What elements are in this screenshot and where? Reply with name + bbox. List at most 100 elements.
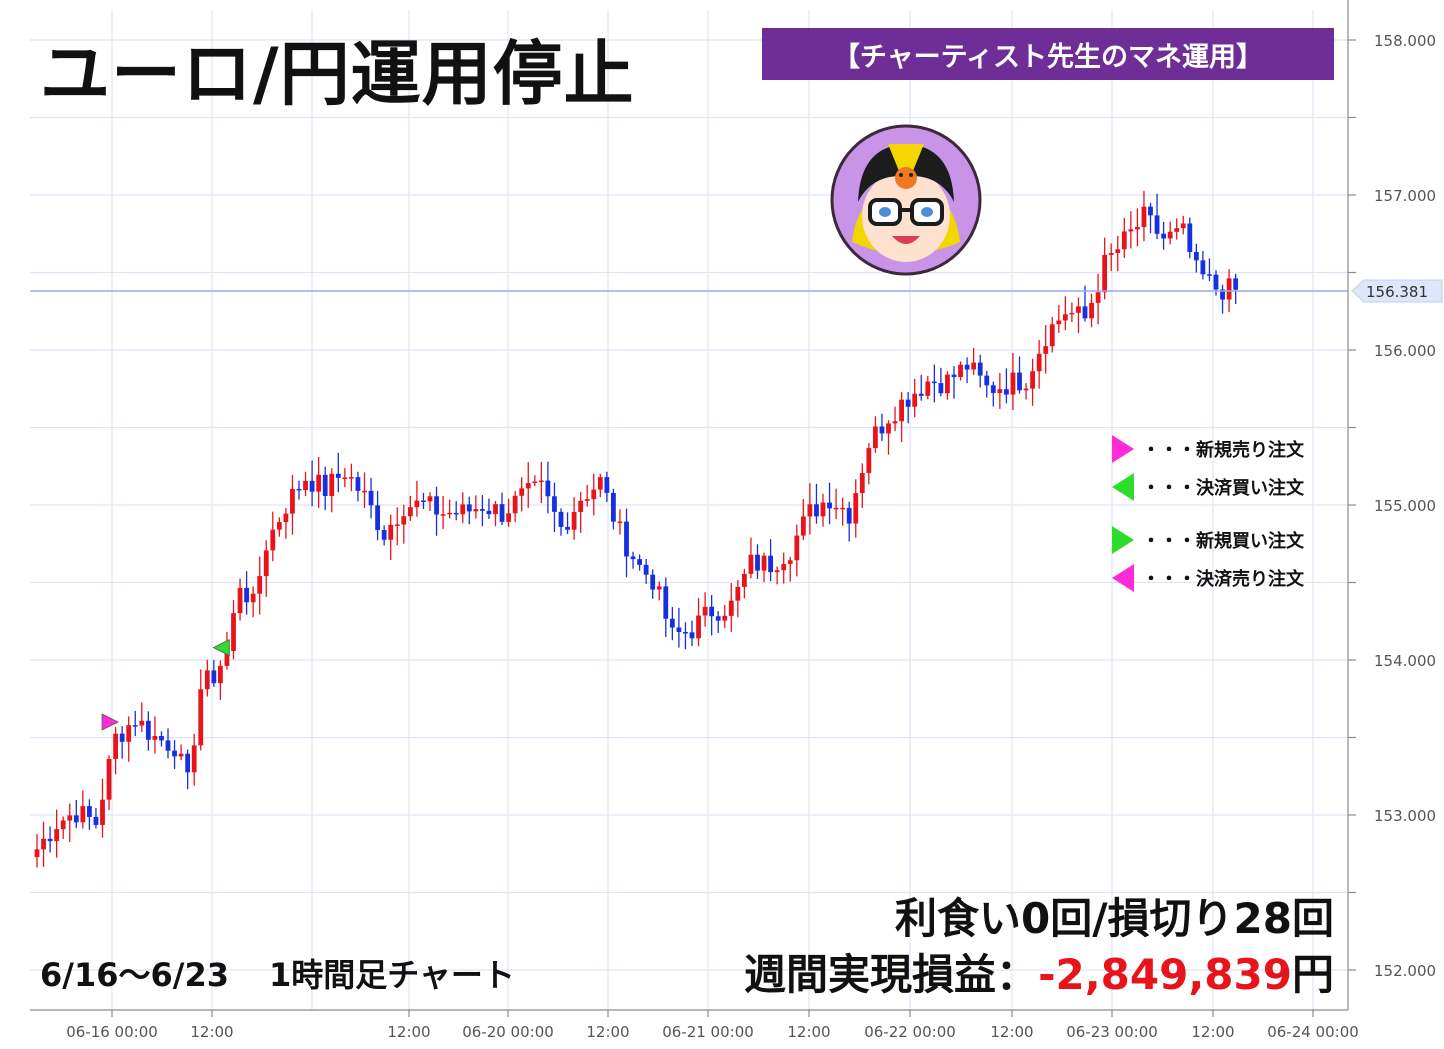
candle-body xyxy=(329,473,335,496)
candle-body xyxy=(964,364,970,370)
period-range: 6/16～6/23 xyxy=(40,956,229,994)
candle-body xyxy=(800,516,806,536)
candle-body xyxy=(925,381,931,396)
candle-body xyxy=(820,502,826,517)
candle-body xyxy=(578,500,584,512)
x-tick-label: 06-16 00:00 xyxy=(66,1023,158,1041)
candle-body xyxy=(532,481,538,484)
candle-body xyxy=(224,651,230,666)
candle-body xyxy=(1062,314,1068,321)
candle-body xyxy=(892,421,898,424)
x-tick-label: 12:00 xyxy=(387,1023,430,1041)
candle-body xyxy=(676,627,682,632)
legend-item-exit-buy: ・・・決済買い注文 xyxy=(1110,470,1304,504)
candle-body xyxy=(742,573,747,587)
weekly-pnl-label: 週間実現損益： xyxy=(744,950,1039,999)
candle-body xyxy=(270,529,276,551)
weekly-pnl: 週間実現損益：-2,849,839円 xyxy=(744,946,1334,1004)
candle-body xyxy=(1187,223,1193,253)
candle-body xyxy=(866,448,872,473)
candle-body xyxy=(643,564,649,575)
candle-body xyxy=(165,740,171,751)
candle-body xyxy=(781,563,787,571)
triangle-left-icon xyxy=(1112,473,1134,501)
candle-body xyxy=(93,816,99,825)
chart-period: 6/16～6/23 1時間足チャート xyxy=(40,950,555,996)
legend-label-exit-sell: ・・・決済売り注文 xyxy=(1142,569,1304,590)
candle-body xyxy=(191,745,197,773)
candle-body xyxy=(827,502,832,509)
candle-body xyxy=(617,521,623,524)
candle-body xyxy=(689,632,695,639)
candle-body xyxy=(722,615,728,621)
y-tick-label: 155.000 xyxy=(1374,497,1436,515)
candle-body xyxy=(1180,223,1186,229)
candle-body xyxy=(571,511,577,530)
candle-body xyxy=(1128,229,1134,232)
candle-body xyxy=(1167,231,1173,239)
results-summary: 利食い0回/損切り28回 週間実現損益：-2,849,839円 xyxy=(744,892,1334,1004)
candle-body xyxy=(1220,289,1225,300)
candle-body xyxy=(368,490,374,506)
candle-body xyxy=(886,423,891,434)
candle-body xyxy=(414,500,420,508)
candle-body xyxy=(322,474,328,496)
candle-body xyxy=(499,504,505,522)
candle-body xyxy=(663,586,669,619)
candle-body xyxy=(735,586,741,601)
trade-marker xyxy=(101,713,119,731)
candle-body xyxy=(709,606,715,617)
candle-body xyxy=(624,521,629,557)
banner-label: 【チャーティスト先生のマネ運用】 xyxy=(762,28,1334,80)
candle-body xyxy=(1076,306,1081,313)
candle-body xyxy=(34,849,40,858)
candle-body xyxy=(1049,324,1055,347)
x-tick-label: 06-24 00:00 xyxy=(1267,1023,1359,1041)
candle-body xyxy=(132,725,138,727)
candle-body xyxy=(656,586,662,590)
candle-body xyxy=(538,480,544,483)
legend-item-exit-sell: ・・・決済売り注文 xyxy=(1110,561,1304,595)
candle-body xyxy=(54,829,60,842)
candle-body xyxy=(401,516,407,525)
candle-body xyxy=(879,426,885,434)
candle-body xyxy=(945,374,950,394)
page-title: ユーロ/円運用停止 xyxy=(40,33,635,115)
candle-body xyxy=(276,522,282,530)
candle-body xyxy=(145,720,151,740)
triangle-right-icon xyxy=(1112,526,1134,554)
candle-body xyxy=(728,600,734,616)
candle-body xyxy=(407,507,413,517)
candle-body xyxy=(178,753,184,757)
candle-body xyxy=(73,815,79,823)
candle-body xyxy=(840,507,846,510)
candle-body xyxy=(1036,353,1042,372)
candle-body xyxy=(434,496,439,515)
candle-body xyxy=(204,670,210,690)
candle-body xyxy=(637,559,642,565)
candle-body xyxy=(846,507,852,524)
candle-body xyxy=(899,399,904,422)
candle-body xyxy=(519,488,525,496)
candle-body xyxy=(715,616,721,621)
candle-body xyxy=(440,514,446,516)
legend-item-new-sell: ・・・新規売り注文 xyxy=(1110,432,1304,466)
candle-body xyxy=(1121,231,1127,250)
candle-body xyxy=(106,758,112,800)
candle-body xyxy=(1004,389,1009,395)
candle-body xyxy=(126,725,132,742)
candle-body xyxy=(87,806,92,817)
candle-body xyxy=(558,511,564,527)
candle-body xyxy=(375,505,380,531)
candle-body xyxy=(951,374,957,378)
candle-body xyxy=(349,477,354,479)
candle-body xyxy=(552,496,557,512)
candle-body xyxy=(316,474,322,492)
x-tick-label: 06-23 00:00 xyxy=(1066,1023,1158,1041)
candle-body xyxy=(185,753,191,773)
triangle-right-icon xyxy=(1112,435,1134,463)
candle-body xyxy=(198,689,204,746)
candle-body xyxy=(152,736,158,740)
legend-label-new-sell: ・・・新規売り注文 xyxy=(1142,440,1304,461)
